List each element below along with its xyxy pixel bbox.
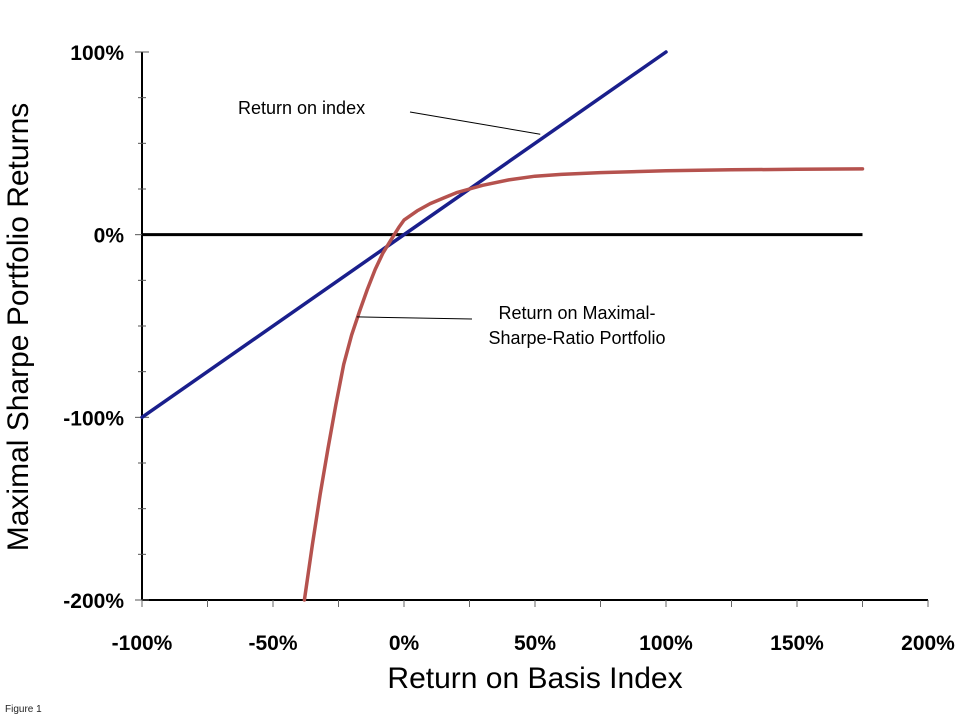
annotations: Return on index Return on Maximal- Sharpe-… — [238, 98, 666, 348]
x-tick-label: -100% — [112, 632, 173, 655]
x-tick-label: 50% — [514, 632, 556, 655]
figure-caption: Figure 1 — [5, 704, 42, 715]
series-layer — [140, 50, 865, 602]
x-axis-title: Return on Basis Index — [387, 662, 682, 695]
x-tick-label: 0% — [389, 632, 420, 655]
y-axis-title: Maximal Sharpe Portfolio Returns — [2, 103, 35, 552]
x-tick-label: 100% — [639, 632, 693, 655]
axes: -100% -50% 0% 50% 100% 150% 200% 100% 0% -100% -20… — [63, 42, 955, 655]
y-tick-label: 100% — [70, 42, 124, 65]
series-line-0 — [140, 50, 668, 420]
leader-line-index — [409, 111, 541, 135]
y-tick-label: -100% — [63, 407, 124, 430]
y-tick-label: 0% — [94, 225, 125, 248]
annotation-sharpe-line: Sharpe-Ratio Portfolio — [488, 328, 665, 348]
annotation-sharpe-line: Return on Maximal- — [498, 303, 655, 323]
x-tick-label: 200% — [901, 632, 955, 655]
x-tick-label: -50% — [248, 632, 297, 655]
leader-line-sharpe — [356, 316, 473, 320]
series-line-1 — [302, 167, 865, 602]
annotation-return-on-index: Return on index — [238, 98, 365, 118]
y-tick-label: -200% — [63, 590, 124, 613]
x-tick-label: 150% — [770, 632, 824, 655]
